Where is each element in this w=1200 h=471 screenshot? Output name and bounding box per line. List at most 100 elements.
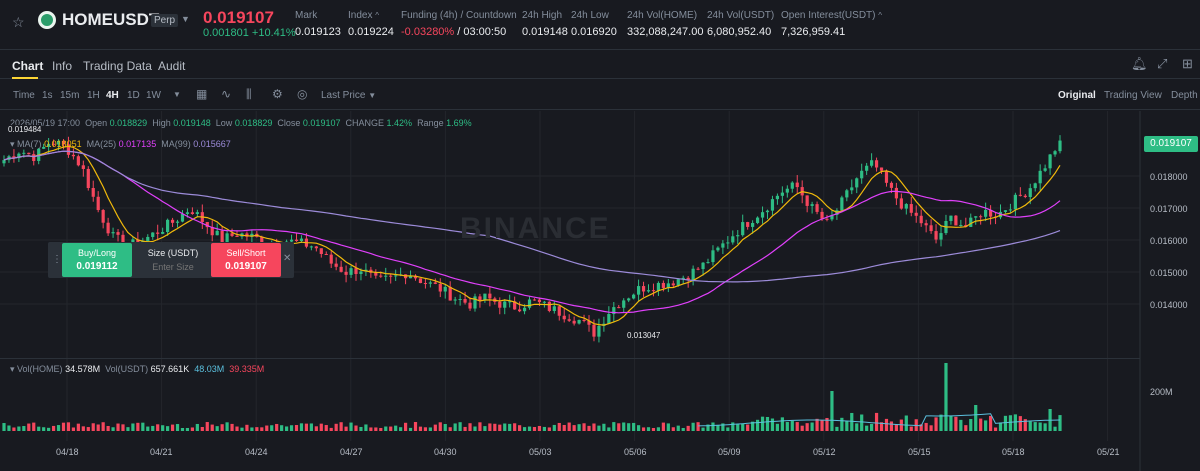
volume-bar	[760, 416, 765, 431]
x-tick-label: 05/15	[908, 447, 931, 457]
chart-type-icon[interactable]: ∿	[221, 87, 232, 101]
price-type-select[interactable]: Last Price ▼	[321, 90, 377, 101]
volume-bar	[557, 422, 561, 431]
volume-bar	[641, 427, 646, 431]
volume-bar	[468, 423, 472, 431]
legend-low: 0.018829	[234, 118, 273, 128]
volume-bar	[488, 423, 492, 431]
volume-bar	[627, 423, 631, 431]
candle-body	[765, 210, 770, 213]
y-tick-label: 0.016000	[1150, 236, 1188, 246]
candle-body	[954, 215, 958, 226]
24h-vol-home-value: 332,088,247.00	[627, 26, 704, 38]
volume-legend: ▾ Vol(HOME) 34.578M Vol(USDT) 657.661K 4…	[10, 364, 265, 374]
sell-short-button[interactable]: Sell/Short 0.019107	[211, 243, 281, 277]
tab-audit[interactable]: Audit	[158, 59, 186, 73]
candlestick-chart[interactable]	[0, 111, 1200, 471]
volume-bar	[979, 418, 983, 431]
candle-body	[349, 268, 353, 275]
24h-vol-usdt-label: 24h Vol(USDT)	[707, 10, 775, 21]
candle-body	[726, 242, 730, 244]
interval-dropdown-icon[interactable]: ▼	[173, 90, 181, 99]
volume-bar	[47, 427, 51, 431]
volume-bar	[121, 424, 125, 431]
volume-bar	[433, 424, 437, 431]
candle-body	[646, 290, 651, 292]
volume-bar	[741, 423, 745, 431]
candle-body	[518, 309, 522, 312]
view-trading-view[interactable]: Trading View	[1104, 90, 1162, 101]
volume-bar	[245, 424, 249, 431]
volume-bar	[314, 426, 318, 431]
candle-body	[418, 278, 423, 284]
volume-bar	[458, 422, 462, 431]
interval-4h[interactable]: 4H	[106, 90, 119, 101]
view-original[interactable]: Original	[1058, 90, 1096, 101]
volume-bar	[195, 423, 199, 431]
expand-icon[interactable]: ⤢	[1157, 56, 1168, 71]
drag-handle-icon[interactable]: ⋮	[52, 254, 62, 265]
interval-1s[interactable]: 1s	[42, 90, 53, 101]
interval-1d[interactable]: 1D	[127, 90, 140, 101]
tab-trading-data[interactable]: Trading Data	[83, 59, 152, 73]
volume-bar	[369, 427, 373, 431]
bell-icon[interactable]: 🔔︎	[1131, 56, 1148, 71]
pair-symbol[interactable]: HOMEUSDT	[62, 10, 160, 29]
favorite-star-icon[interactable]: ☆	[12, 14, 25, 30]
settings-icon[interactable]: ⚙	[272, 87, 283, 101]
interval-15m[interactable]: 15m	[60, 90, 80, 101]
volume-bar	[141, 422, 145, 431]
candle-body	[651, 290, 656, 292]
mark-label: Mark	[295, 10, 318, 21]
legend-date: 2026/05/19 17:00	[10, 118, 81, 128]
volume-bar	[780, 417, 784, 431]
candle-body	[825, 218, 829, 220]
volume-bar	[423, 427, 428, 431]
volume-bar	[1028, 421, 1032, 431]
candle-body	[736, 235, 740, 237]
indicators-icon[interactable]: ⫼	[246, 87, 252, 101]
volume-bar	[508, 423, 512, 431]
interval-1h[interactable]: 1H	[87, 90, 100, 101]
candle-body	[567, 319, 571, 321]
tab-chart[interactable]: Chart	[12, 59, 44, 73]
volume-bar	[998, 422, 1003, 431]
candle-body	[42, 146, 46, 149]
view-depth[interactable]: Depth	[1171, 90, 1198, 101]
interval-time[interactable]: Time	[13, 90, 35, 101]
volume-bar	[909, 426, 913, 431]
size-input[interactable]	[138, 262, 208, 272]
candle-body	[840, 197, 844, 211]
volume-bar	[949, 415, 953, 431]
tab-info[interactable]: Info	[52, 59, 73, 73]
volume-bar	[329, 427, 333, 431]
chevron-down-icon[interactable]: ▼	[181, 14, 190, 24]
candle-body	[190, 212, 194, 214]
compare-icon[interactable]: ◎	[297, 87, 308, 101]
candle-body	[755, 217, 760, 223]
volume-bar	[810, 422, 814, 431]
interval-1w[interactable]: 1W	[146, 90, 161, 101]
volume-bar	[969, 418, 973, 431]
volume-bar	[884, 418, 889, 431]
volume-bar	[230, 423, 234, 431]
calendar-icon[interactable]: ▦	[196, 87, 208, 101]
legend-high: 0.019148	[173, 118, 211, 128]
candle-body	[592, 324, 596, 337]
buy-long-button[interactable]: Buy/Long 0.019112	[62, 243, 132, 277]
candle-body	[483, 293, 487, 301]
volume-bar	[865, 425, 869, 431]
volume-bar	[830, 391, 834, 431]
volume-bar	[443, 424, 447, 431]
candle-body	[532, 299, 537, 301]
volume-bar	[988, 415, 993, 431]
layout-grid-icon[interactable]: ⊞	[1182, 56, 1193, 71]
volume-bar	[904, 415, 908, 431]
funding-label: Funding (4h) / Countdown	[401, 10, 517, 21]
24h-vol-usdt-value: 6,080,952.40	[707, 26, 772, 38]
candle-body	[17, 153, 21, 159]
volume-bar	[240, 427, 244, 431]
close-icon[interactable]: ✕	[283, 253, 292, 264]
volume-bar	[394, 425, 398, 431]
candle-body	[572, 320, 576, 324]
